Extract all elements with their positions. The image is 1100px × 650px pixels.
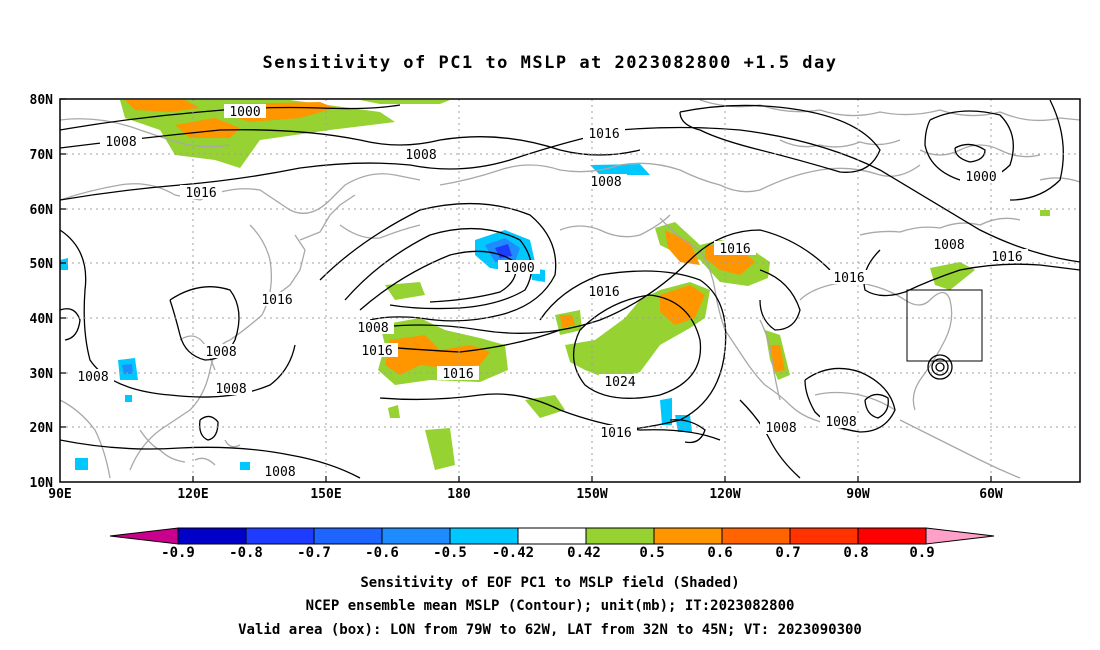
coastlines xyxy=(60,99,1080,479)
contour-label: 1016 xyxy=(261,293,292,308)
plot-frame xyxy=(59,98,1081,483)
latitude-labels: 80N 70N 60N 50N 40N 30N 20N 10N xyxy=(30,93,54,491)
caption-line-1: Sensitivity of EOF PC1 to MSLP field (Sh… xyxy=(360,575,739,591)
contour-labels: 1000 1008 1008 1016 1008 1016 1000 1016 … xyxy=(72,104,1028,480)
contour-label: 1008 xyxy=(215,382,246,397)
tick-marks xyxy=(60,98,992,482)
lat-label: 80N xyxy=(30,93,54,108)
colorbar-arrow-high xyxy=(925,527,995,545)
colorbar-label: -0.8 xyxy=(229,545,263,561)
colorbar-label: 0.6 xyxy=(707,545,732,561)
lat-label: 30N xyxy=(30,367,54,382)
colorbar-segment xyxy=(177,527,247,545)
contour-label: 1016 xyxy=(588,127,619,142)
colorbar-segment xyxy=(585,527,655,545)
contour-label: 1008 xyxy=(205,345,236,360)
lat-label: 10N xyxy=(30,476,54,491)
colorbar-segment xyxy=(789,527,859,545)
colorbar-segment xyxy=(653,527,723,545)
contour-label: 1008 xyxy=(357,321,388,336)
lon-label: 150E xyxy=(310,487,341,502)
colorbar-label: -0.5 xyxy=(433,545,467,561)
captions: Sensitivity of EOF PC1 to MSLP field (Sh… xyxy=(238,575,862,638)
contour-label: 1008 xyxy=(264,465,295,480)
lon-label: 180 xyxy=(447,487,471,502)
lon-label: 90W xyxy=(846,487,870,502)
colorbar xyxy=(109,527,995,545)
longitude-labels: 90E 120E 150E 180 150W 120W 90W 60W xyxy=(48,487,1003,502)
contour-label: 1008 xyxy=(825,415,856,430)
lat-label: 50N xyxy=(30,257,54,272)
contour-label: 1008 xyxy=(77,370,108,385)
contour-label: 1008 xyxy=(105,135,136,150)
colorbar-segment xyxy=(857,527,927,545)
colorbar-labels: -0.9 -0.8 -0.7 -0.6 -0.5 -0.42 0.42 0.5 … xyxy=(161,545,935,561)
caption-line-2: NCEP ensemble mean MSLP (Contour); unit(… xyxy=(306,598,795,614)
lon-label: 150W xyxy=(576,487,607,502)
colorbar-label: -0.9 xyxy=(161,545,195,561)
contour-label: 1008 xyxy=(405,148,436,163)
lat-label: 20N xyxy=(30,421,54,436)
colorbar-segment xyxy=(449,527,519,545)
colorbar-segment xyxy=(721,527,791,545)
colorbar-label: -0.7 xyxy=(297,545,331,561)
contour-label: 1016 xyxy=(588,285,619,300)
colorbar-segment xyxy=(245,527,315,545)
contour-label: 1016 xyxy=(833,271,864,286)
colorbar-segment xyxy=(381,527,451,545)
contour-label: 1016 xyxy=(719,242,750,257)
contour-label: 1016 xyxy=(600,426,631,441)
colorbar-label: 0.7 xyxy=(775,545,800,561)
lon-label: 120E xyxy=(177,487,208,502)
colorbar-label: -0.6 xyxy=(365,545,399,561)
contour-label: 1008 xyxy=(765,421,796,436)
colorbar-label: -0.42 xyxy=(492,545,534,561)
contour-label: 1024 xyxy=(604,375,635,390)
colorbar-arrow-low xyxy=(109,527,179,545)
lat-label: 60N xyxy=(30,203,54,218)
contour-label: 1008 xyxy=(933,238,964,253)
colorbar-label: 0.42 xyxy=(567,545,601,561)
caption-line-3: Valid area (box): LON from 79W to 62W, L… xyxy=(238,622,862,638)
contour-label: 1016 xyxy=(361,344,392,359)
lon-label: 90E xyxy=(48,487,71,502)
contour-label: 1008 xyxy=(590,175,621,190)
valid-area-box xyxy=(906,289,983,362)
colorbar-label: 0.5 xyxy=(639,545,664,561)
contour-label: 1000 xyxy=(965,170,996,185)
grid-lines xyxy=(60,99,1080,482)
lat-label: 70N xyxy=(30,148,54,163)
colorbar-segment xyxy=(313,527,383,545)
lon-label: 60W xyxy=(979,487,1003,502)
colorbar-label: 0.8 xyxy=(843,545,868,561)
lon-label: 120W xyxy=(709,487,740,502)
contour-label: 1000 xyxy=(229,105,260,120)
lat-label: 40N xyxy=(30,312,54,327)
contour-label: 1000 xyxy=(503,261,534,276)
contour-label: 1016 xyxy=(185,186,216,201)
contour-label: 1016 xyxy=(991,250,1022,265)
contour-label: 1016 xyxy=(442,367,473,382)
figure-title: Sensitivity of PC1 to MSLP at 2023082800… xyxy=(262,53,837,73)
colorbar-segment xyxy=(517,527,587,545)
colorbar-label: 0.9 xyxy=(909,545,934,561)
